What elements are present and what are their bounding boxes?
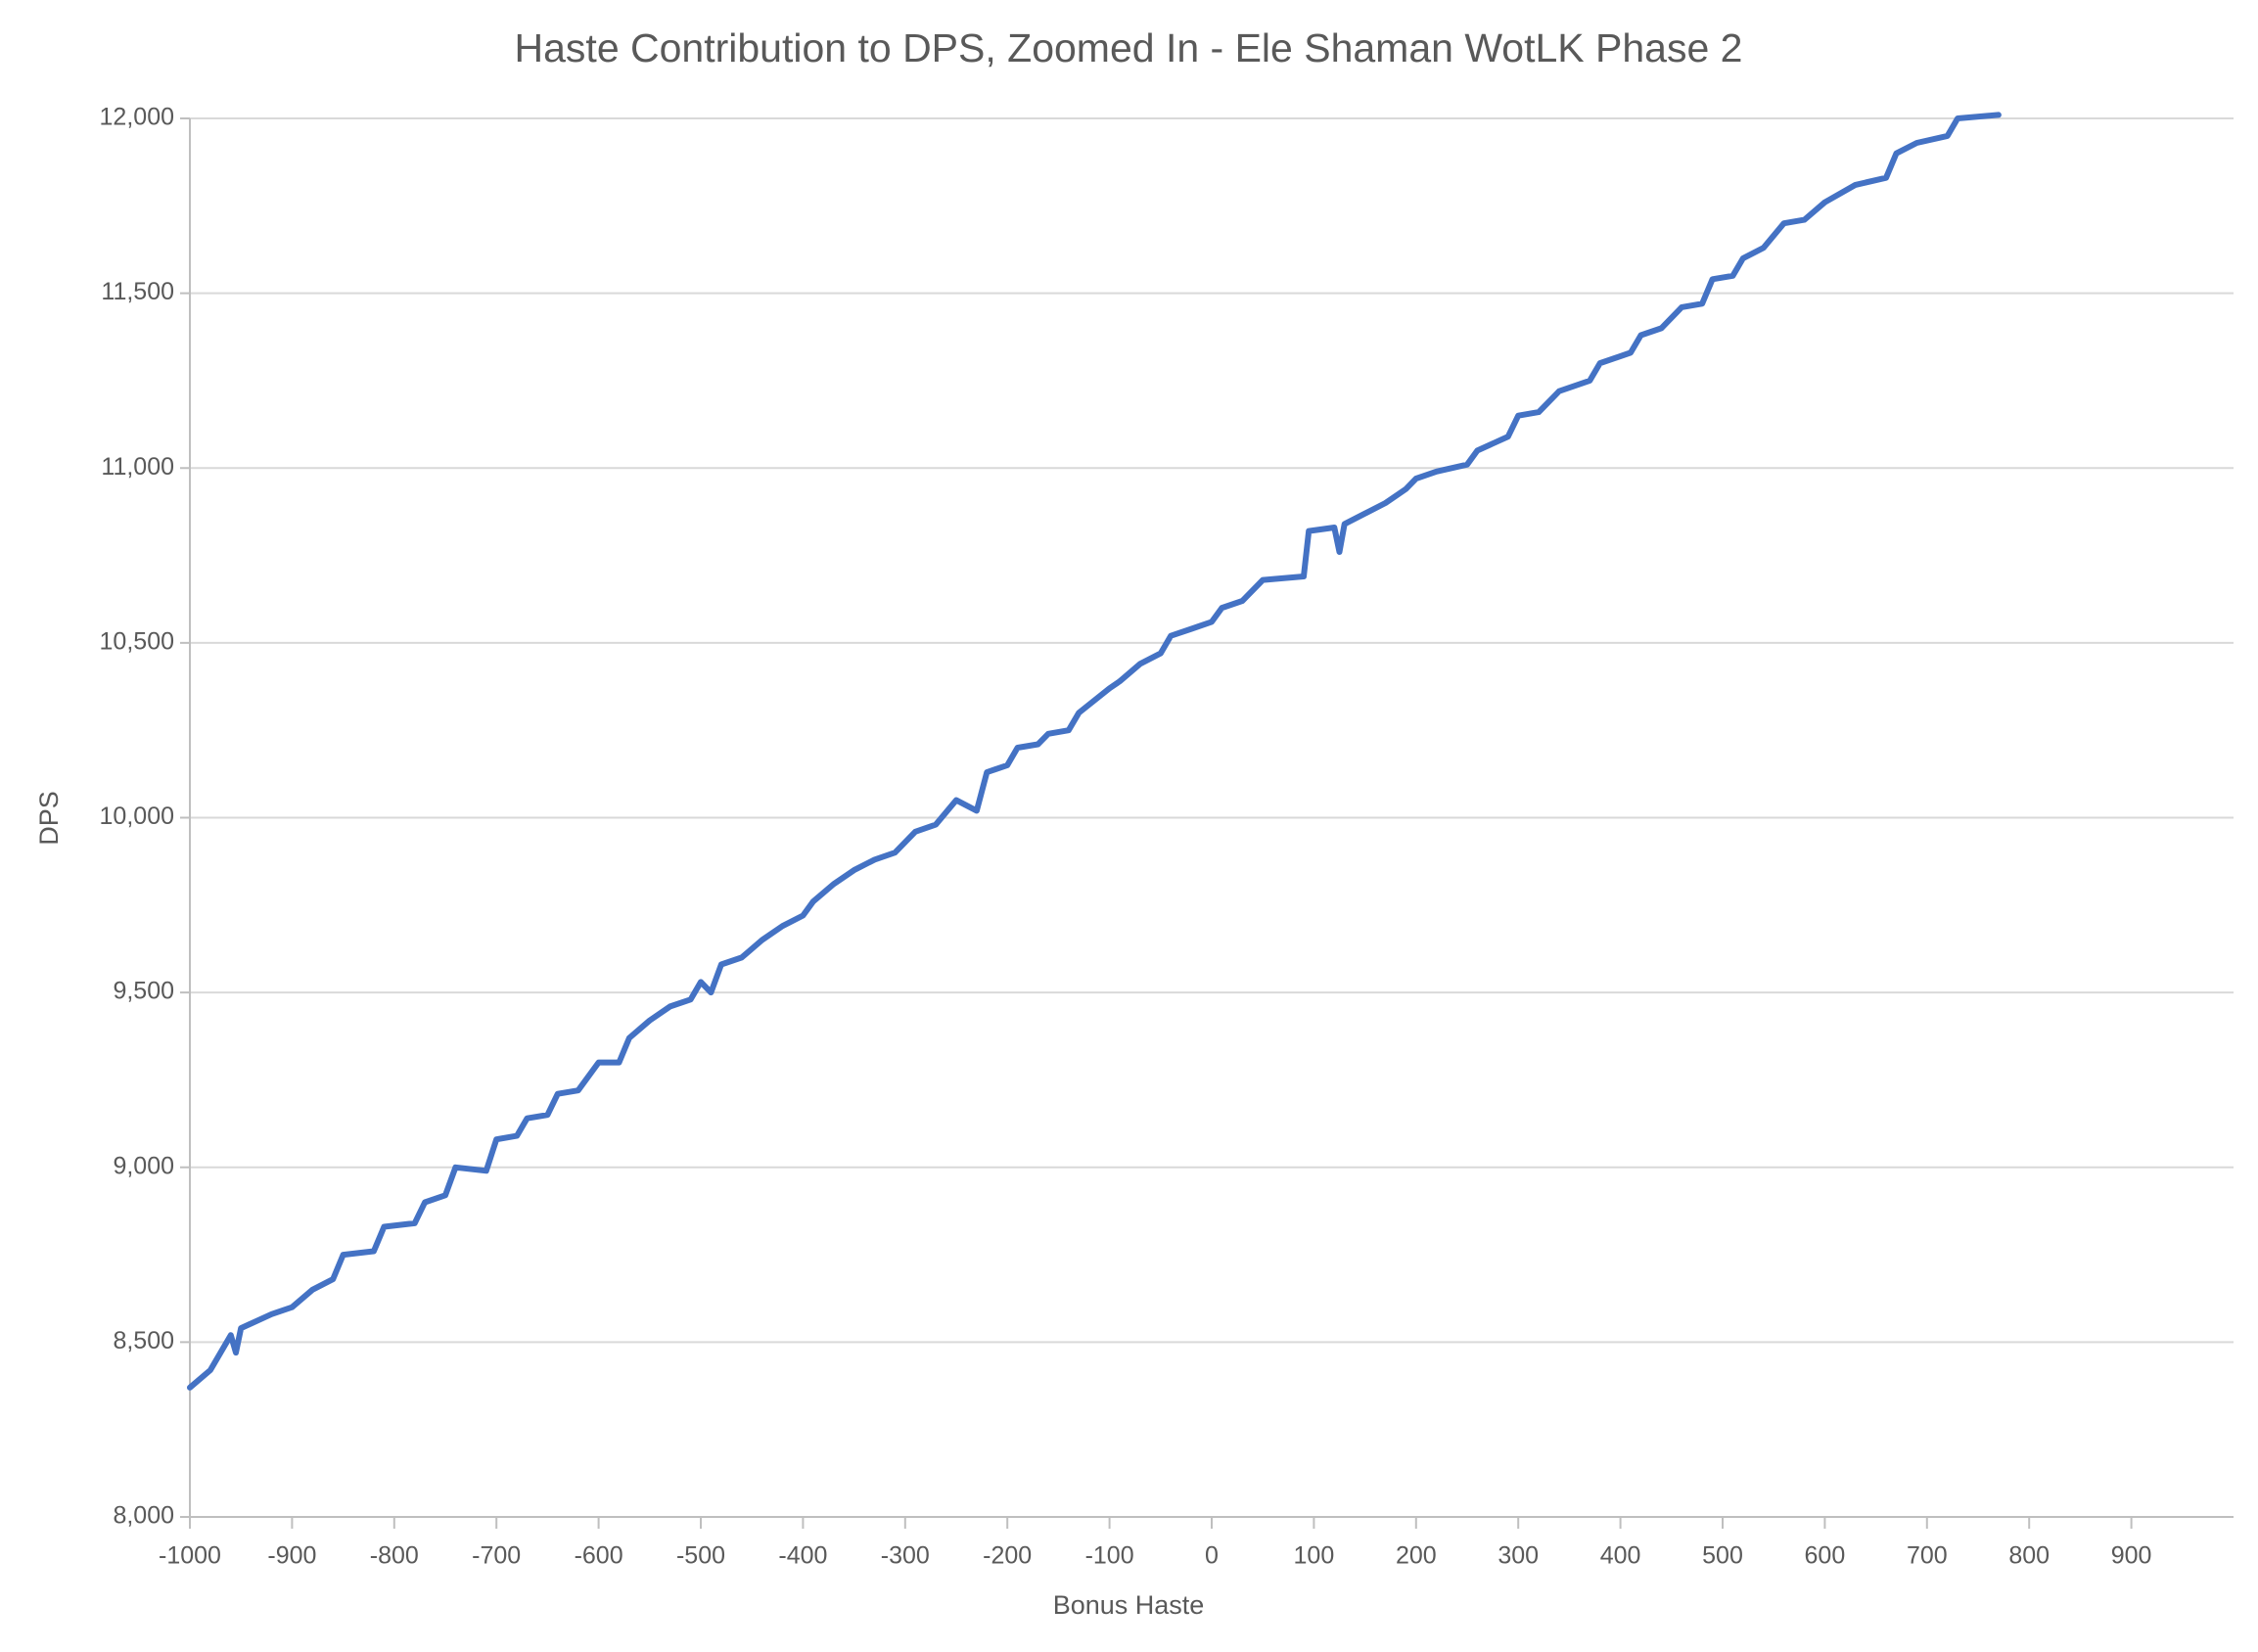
x-tick-label: -400 (778, 1542, 827, 1570)
y-tick-label: 9,500 (113, 978, 174, 1005)
x-axis-title: Bonus Haste (1053, 1590, 1205, 1620)
y-tick-label: 11,500 (101, 278, 174, 305)
x-tick-label: -700 (472, 1542, 521, 1570)
y-tick-label: 8,000 (113, 1502, 174, 1530)
x-tick-label: -500 (676, 1542, 725, 1570)
x-tick-label: 0 (1205, 1542, 1219, 1570)
x-tick-label: -200 (983, 1542, 1032, 1570)
x-tick-label: -900 (267, 1542, 316, 1570)
y-tick-label: 10,000 (100, 803, 174, 830)
x-tick-label: -300 (881, 1542, 930, 1570)
x-tick-label: 300 (1498, 1542, 1539, 1570)
x-tick-label: 600 (1805, 1542, 1846, 1570)
y-tick-label: 12,000 (100, 104, 174, 131)
x-tick-label: -600 (575, 1542, 623, 1570)
y-tick-label: 11,000 (101, 453, 174, 481)
y-tick-label: 10,500 (100, 627, 174, 655)
y-tick-label: 8,500 (113, 1327, 174, 1354)
chart-title: Haste Contribution to DPS, Zoomed In - E… (515, 25, 1743, 70)
x-tick-label: -100 (1085, 1542, 1134, 1570)
x-tick-label: 200 (1396, 1542, 1437, 1570)
data-line (187, 112, 2002, 1391)
y-axis-title: DPS (34, 791, 64, 846)
x-tick-label: -800 (370, 1542, 419, 1570)
x-tick-label: 800 (2008, 1542, 2050, 1570)
x-tick-label: 100 (1294, 1542, 1335, 1570)
x-tick-label: 700 (1907, 1542, 1948, 1570)
x-tick-label: -1000 (159, 1542, 221, 1570)
x-tick-label: 900 (2111, 1542, 2152, 1570)
y-tick-label: 9,000 (113, 1152, 174, 1179)
x-tick-label: 400 (1600, 1542, 1641, 1570)
x-tick-label: 500 (1702, 1542, 1743, 1570)
